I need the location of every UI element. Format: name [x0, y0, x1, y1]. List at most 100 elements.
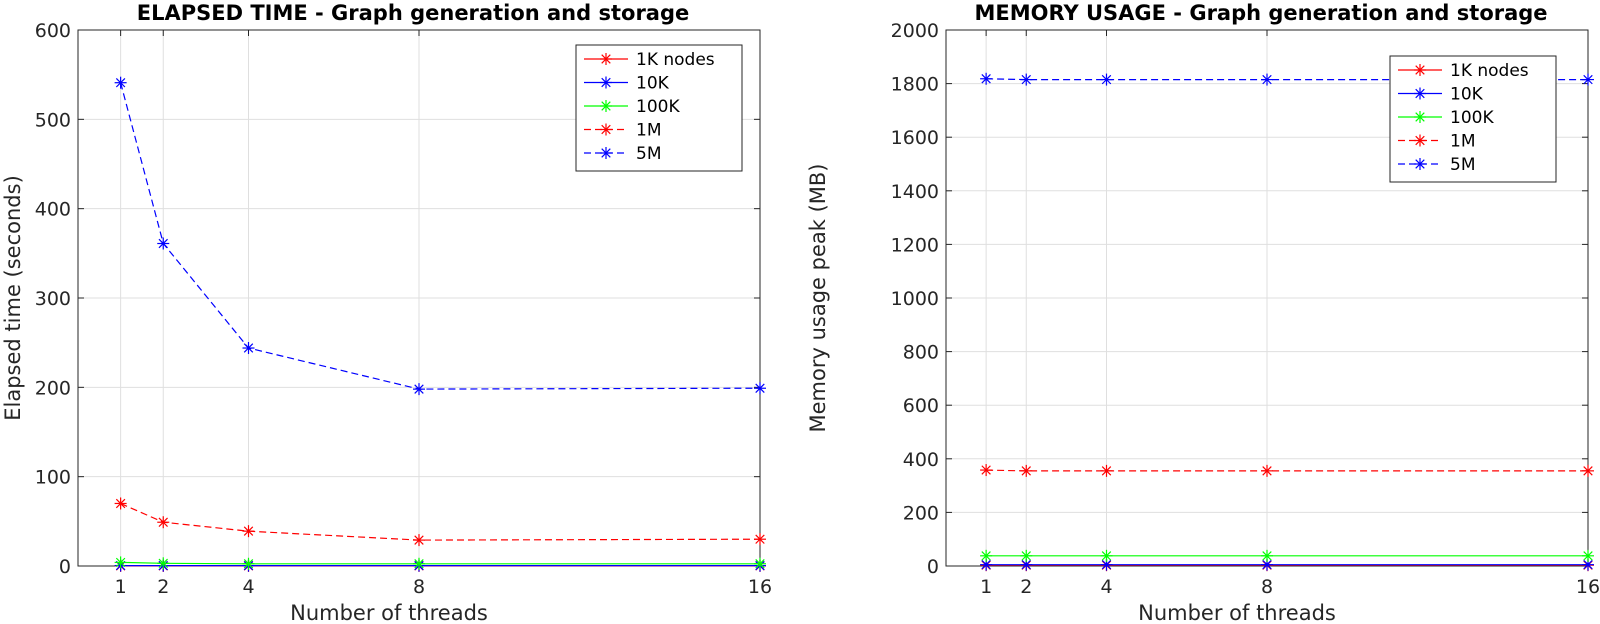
- x-tick-label: 8: [1261, 576, 1273, 598]
- legend-marker: [1414, 134, 1426, 147]
- x-tick-label: 8: [413, 576, 425, 598]
- data-point: [413, 557, 425, 570]
- y-tick-label: 400: [903, 449, 939, 471]
- data-point: [413, 383, 425, 396]
- legend-marker: [1414, 111, 1426, 123]
- y-tick-label: 1800: [891, 74, 939, 96]
- x-tick-label: 4: [1100, 576, 1112, 598]
- legend-entry: 10K: [584, 74, 670, 94]
- data-point: [114, 76, 127, 89]
- legend-entry: 10K: [1398, 85, 1484, 105]
- y-tick-label: 0: [927, 556, 939, 578]
- legend: 1K nodes 10K 100K 1M 5M: [1389, 55, 1557, 183]
- legend-label: 5M: [636, 144, 661, 164]
- y-tick-label: 1600: [891, 127, 939, 149]
- y-tick-label: 400: [35, 199, 71, 221]
- x-tick-label: 1: [980, 576, 992, 598]
- y-tick-label: 100: [35, 467, 71, 489]
- data-point: [242, 342, 255, 355]
- data-point: [1020, 464, 1033, 477]
- chart-title: ELAPSED TIME - Graph generation and stor…: [137, 1, 690, 25]
- series-5m: [114, 76, 766, 396]
- x-tick-label: 2: [1020, 576, 1032, 598]
- chart-panel-2: 0 200 400 600 800 1000 1200 1400 1600 1800 2000 1 2 4…: [806, 1, 1600, 624]
- legend-label: 10K: [636, 74, 670, 94]
- data-point: [114, 556, 127, 569]
- data-point: [157, 557, 170, 570]
- legend-entry: 1K nodes: [584, 50, 715, 70]
- series-100k: [980, 549, 1594, 562]
- data-point: [754, 533, 766, 546]
- series-group: [980, 72, 1594, 572]
- data-point: [1020, 549, 1033, 562]
- y-tick-label: 2000: [891, 20, 939, 42]
- y-tick-label: 1400: [891, 181, 939, 203]
- y-tick-label: 600: [35, 20, 71, 42]
- data-point: [1100, 73, 1113, 86]
- legend-marker: [1414, 64, 1426, 76]
- legend-label: 100K: [1450, 108, 1494, 128]
- y-axis-label: Elapsed time (seconds): [1, 175, 25, 421]
- data-point: [157, 516, 170, 529]
- y-tick-label: 1200: [891, 234, 939, 256]
- series-5m: [980, 72, 1594, 86]
- series-100k: [114, 556, 766, 570]
- legend-label: 10K: [1450, 85, 1484, 105]
- legend-entry: 100K: [584, 97, 680, 117]
- legend-label: 1K nodes: [636, 50, 715, 70]
- y-tick-label: 800: [903, 342, 939, 364]
- data-point: [1261, 73, 1273, 86]
- chart-panel-1: 0 100 200 300 400 500 600 1 2 4 8 16 ELAPSED TIME - …: [1, 1, 772, 624]
- data-point: [980, 549, 993, 562]
- data-point: [1582, 73, 1594, 86]
- legend-entry: 1M: [584, 121, 661, 141]
- series-line: [986, 78, 1588, 81]
- series-group: [114, 76, 766, 572]
- legend-marker: [600, 53, 612, 65]
- x-tick-label: 1: [115, 576, 127, 598]
- data-point: [157, 237, 170, 250]
- data-point: [980, 72, 993, 85]
- legend-marker: [600, 147, 612, 159]
- data-point: [980, 464, 993, 477]
- y-tick-label: 200: [35, 377, 71, 399]
- data-point: [1582, 549, 1594, 562]
- legend-marker: [1414, 87, 1426, 100]
- legend-marker: [600, 123, 612, 136]
- legend-entry: 100K: [1398, 108, 1494, 128]
- legend-entry: 5M: [1398, 155, 1475, 175]
- x-axis-label: Number of threads: [1138, 601, 1336, 624]
- legend-entry: 5M: [584, 144, 661, 164]
- x-tick-label: 2: [157, 576, 169, 598]
- legend-entry: 1K nodes: [1398, 61, 1529, 81]
- data-point: [1100, 549, 1113, 562]
- y-tick-label: 1000: [891, 288, 939, 310]
- data-point: [1020, 73, 1033, 86]
- series-line: [986, 469, 1588, 472]
- series-1m: [980, 464, 1594, 477]
- x-tick-label: 16: [748, 576, 772, 598]
- data-point: [754, 382, 766, 395]
- series-1m: [114, 497, 766, 547]
- legend: 1K nodes 10K 100K 1M 5M: [575, 44, 743, 172]
- legend-entry: 1M: [1398, 132, 1475, 152]
- data-point: [1582, 464, 1594, 477]
- legend-label: 100K: [636, 97, 680, 117]
- data-point: [413, 534, 425, 547]
- data-point: [1100, 464, 1113, 477]
- data-point: [242, 557, 255, 570]
- y-axis-label: Memory usage peak (MB): [806, 164, 830, 433]
- legend-label: 5M: [1450, 155, 1475, 175]
- data-point: [1261, 464, 1273, 477]
- data-point: [114, 497, 127, 510]
- legend-marker: [600, 76, 612, 89]
- x-tick-label: 16: [1576, 576, 1600, 598]
- legend-label: 1M: [636, 121, 661, 141]
- y-tick-label: 500: [35, 109, 71, 131]
- data-point: [242, 525, 255, 538]
- legend-marker: [600, 100, 612, 112]
- y-tick-label: 600: [903, 395, 939, 417]
- data-point: [1261, 549, 1273, 562]
- data-point: [754, 557, 766, 570]
